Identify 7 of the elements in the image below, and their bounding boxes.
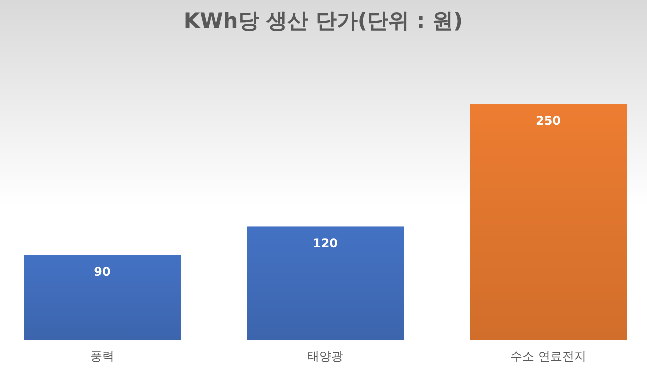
x-tick-label: 태양광 — [308, 350, 344, 364]
data-label: 90 — [94, 265, 111, 280]
data-label: 250 — [536, 114, 562, 128]
x-tick-label: 수소 연료전지 — [510, 350, 586, 364]
data-label: 120 — [312, 236, 338, 251]
x-tick-label: 풍력 — [90, 350, 114, 364]
chart-title: KWh당 생산 단가(단위 : 원) — [184, 9, 464, 33]
